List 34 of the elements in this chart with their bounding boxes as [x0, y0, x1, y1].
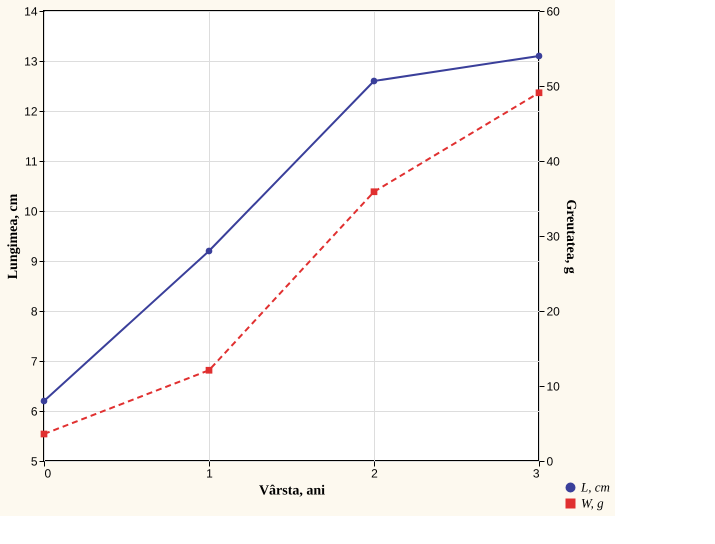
y-tick-label: 13	[24, 54, 38, 68]
x-tick-label: 2	[371, 466, 378, 480]
legend-label: L, cm	[580, 480, 610, 494]
y2-tick-label: 50	[546, 80, 560, 94]
point	[40, 430, 48, 438]
x-tick-label: 3	[532, 466, 540, 480]
point	[370, 78, 378, 84]
y-tick-label: 7	[30, 354, 38, 368]
point	[536, 52, 542, 60]
y2-tick-label: 10	[546, 380, 560, 394]
point	[370, 188, 378, 196]
y-tick-label: 8	[30, 304, 38, 318]
point	[206, 366, 212, 374]
x-axis-title: Vârsta, ani	[258, 484, 326, 498]
y-tick-label: 14	[24, 4, 38, 18]
point	[40, 398, 48, 404]
y-tick-label: 10	[24, 204, 38, 218]
y-tick-label: 6	[30, 404, 38, 418]
x-tick-label: 1	[206, 466, 214, 480]
point	[206, 248, 212, 254]
y2-tick-label: 0	[546, 454, 554, 468]
legend-label: W, g	[581, 496, 604, 510]
point	[536, 89, 542, 96]
y-tick-label: 5	[30, 454, 38, 468]
y2-tick-label: 30	[546, 230, 560, 244]
y2-tick-label: 20	[546, 304, 560, 318]
y2-axis-title: Greutatea, g	[562, 199, 578, 274]
y-tick-label: 12	[24, 104, 38, 118]
y-tick-label: 9	[30, 254, 38, 268]
y2-tick-label: 40	[546, 154, 560, 168]
y2-tick-label: 60	[546, 4, 560, 18]
x-tick-label: 0	[44, 466, 52, 480]
y-axis-title: Lungimea, cm	[6, 193, 22, 280]
y-tick-label: 11	[25, 154, 38, 168]
